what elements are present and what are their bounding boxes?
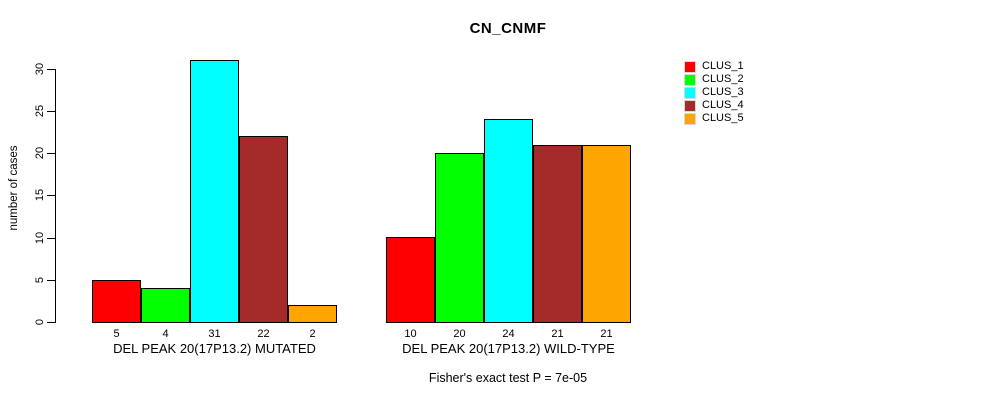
legend-color-swatch xyxy=(684,86,696,99)
bar-clus_5 xyxy=(582,145,631,323)
legend-item: CLUS_2 xyxy=(684,73,744,86)
y-axis-label: number of cases xyxy=(8,145,20,231)
fisher-test-annotation: Fisher's exact test P = 7e-05 xyxy=(428,371,588,385)
y-tick-label: 10 xyxy=(34,231,46,245)
bar-value-label: 5 xyxy=(113,328,120,340)
bar-value-label: 2 xyxy=(309,328,316,340)
bar-clus_4 xyxy=(533,145,582,323)
y-axis-line xyxy=(55,69,56,323)
y-tick-mark xyxy=(47,111,55,112)
legend: CLUS_1 CLUS_2 CLUS_3 CLUS_4 CLUS_5 xyxy=(684,60,744,125)
y-tick-mark xyxy=(47,195,55,196)
legend-color-swatch xyxy=(684,73,696,86)
bar-value-label: 22 xyxy=(257,328,270,340)
legend-color-swatch xyxy=(684,112,696,125)
y-tick-mark xyxy=(47,238,55,239)
legend-color-swatch xyxy=(684,99,696,112)
bar-value-label: 21 xyxy=(600,328,613,340)
legend-item: CLUS_1 xyxy=(684,60,744,73)
y-tick-label: 0 xyxy=(34,318,46,326)
bar-value-label: 24 xyxy=(502,328,515,340)
bar-value-label: 21 xyxy=(551,328,564,340)
y-tick-label: 25 xyxy=(34,104,46,118)
bar-clus_5 xyxy=(288,305,337,323)
y-tick-label: 5 xyxy=(34,276,46,284)
x-group-label: DEL PEAK 20(17P13.2) WILD-TYPE xyxy=(402,341,615,356)
x-group-label: DEL PEAK 20(17P13.2) MUTATED xyxy=(113,341,316,356)
legend-item: CLUS_3 xyxy=(684,86,744,99)
bar-value-label: 10 xyxy=(404,328,417,340)
y-tick-mark xyxy=(47,280,55,281)
legend-item-label: CLUS_2 xyxy=(702,73,744,85)
y-tick-mark xyxy=(47,153,55,154)
y-tick-mark xyxy=(47,69,55,70)
bar-clus_1 xyxy=(386,237,435,323)
legend-item-label: CLUS_4 xyxy=(702,99,744,111)
legend-item-label: CLUS_1 xyxy=(702,60,744,72)
y-tick-label: 30 xyxy=(34,62,46,76)
bar-clus_2 xyxy=(435,153,484,323)
y-tick-mark xyxy=(47,322,55,323)
bar-clus_3 xyxy=(190,60,239,323)
bar-clus_3 xyxy=(484,119,533,323)
y-tick-label: 15 xyxy=(34,188,46,202)
y-tick-label: 20 xyxy=(34,146,46,160)
legend-item-label: CLUS_3 xyxy=(702,86,744,98)
legend-item-label: CLUS_5 xyxy=(702,112,744,124)
legend-color-swatch xyxy=(684,60,696,73)
bar-clus_2 xyxy=(141,288,190,323)
bar-clus_4 xyxy=(239,136,288,323)
bar-clus_1 xyxy=(92,280,141,323)
legend-item: CLUS_5 xyxy=(684,112,744,125)
legend-item: CLUS_4 xyxy=(684,99,744,112)
bar-value-label: 4 xyxy=(162,328,169,340)
bar-value-label: 20 xyxy=(453,328,466,340)
bar-value-label: 31 xyxy=(208,328,221,340)
chart-title: CN_CNMF xyxy=(469,20,547,37)
